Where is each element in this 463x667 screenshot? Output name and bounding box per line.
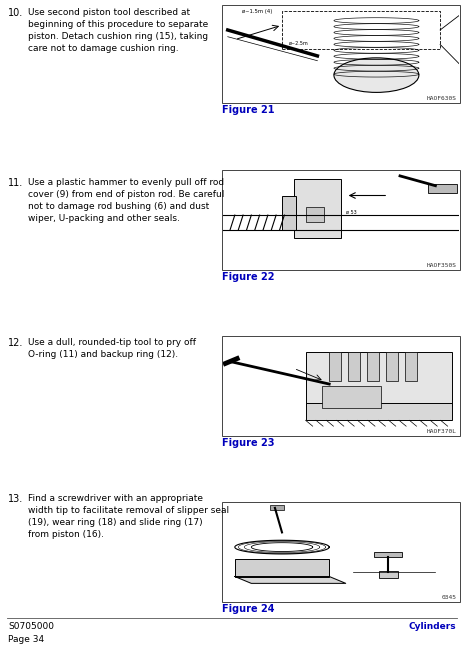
Bar <box>221 5 459 103</box>
Circle shape <box>333 58 418 93</box>
Text: Find a screwdriver with an appropriate
width tip to facilitate removal of slippe: Find a screwdriver with an appropriate w… <box>28 494 229 540</box>
Text: 0345: 0345 <box>441 595 456 600</box>
Bar <box>234 559 328 576</box>
Bar <box>269 505 284 510</box>
Bar <box>347 352 359 381</box>
Text: 13.: 13. <box>8 494 23 504</box>
Bar <box>305 207 324 222</box>
Text: 12.: 12. <box>8 338 23 348</box>
Bar <box>404 352 416 381</box>
Bar <box>427 183 456 193</box>
Bar <box>282 195 295 230</box>
Text: Figure 23: Figure 23 <box>221 438 274 448</box>
Text: 10.: 10. <box>8 8 23 18</box>
Bar <box>373 552 401 557</box>
Text: Figure 24: Figure 24 <box>221 604 274 614</box>
Text: ø~2.5m: ø~2.5m <box>288 41 308 45</box>
Bar <box>221 502 459 602</box>
Bar <box>328 352 340 381</box>
Text: S0705000
Page 34: S0705000 Page 34 <box>8 622 54 644</box>
Bar <box>305 403 451 420</box>
Text: HAOF350S: HAOF350S <box>426 263 456 268</box>
Text: Use second piston tool described at
beginning of this procedure to separate
pist: Use second piston tool described at begi… <box>28 8 208 53</box>
Bar <box>385 352 397 381</box>
Bar <box>321 386 380 408</box>
Bar <box>305 352 451 406</box>
Text: Cylinders: Cylinders <box>407 622 455 631</box>
Bar <box>378 571 397 578</box>
Bar <box>221 336 459 436</box>
Polygon shape <box>234 576 345 584</box>
Text: ø 53: ø 53 <box>345 210 356 215</box>
Text: Use a plastic hammer to evenly pull off rod
cover (9) from end of piston rod. Be: Use a plastic hammer to evenly pull off … <box>28 178 224 223</box>
Bar <box>221 170 459 270</box>
Text: ø~1.5m (4): ø~1.5m (4) <box>241 9 272 14</box>
Text: Figure 21: Figure 21 <box>221 105 274 115</box>
Bar <box>366 352 378 381</box>
Text: HAOF630S: HAOF630S <box>426 96 456 101</box>
Text: Figure 22: Figure 22 <box>221 272 274 282</box>
Text: HAOF370L: HAOF370L <box>426 429 456 434</box>
Text: 11.: 11. <box>8 178 23 188</box>
Bar <box>293 179 340 237</box>
Text: Use a dull, rounded-tip tool to pry off
O-ring (11) and backup ring (12).: Use a dull, rounded-tip tool to pry off … <box>28 338 195 359</box>
